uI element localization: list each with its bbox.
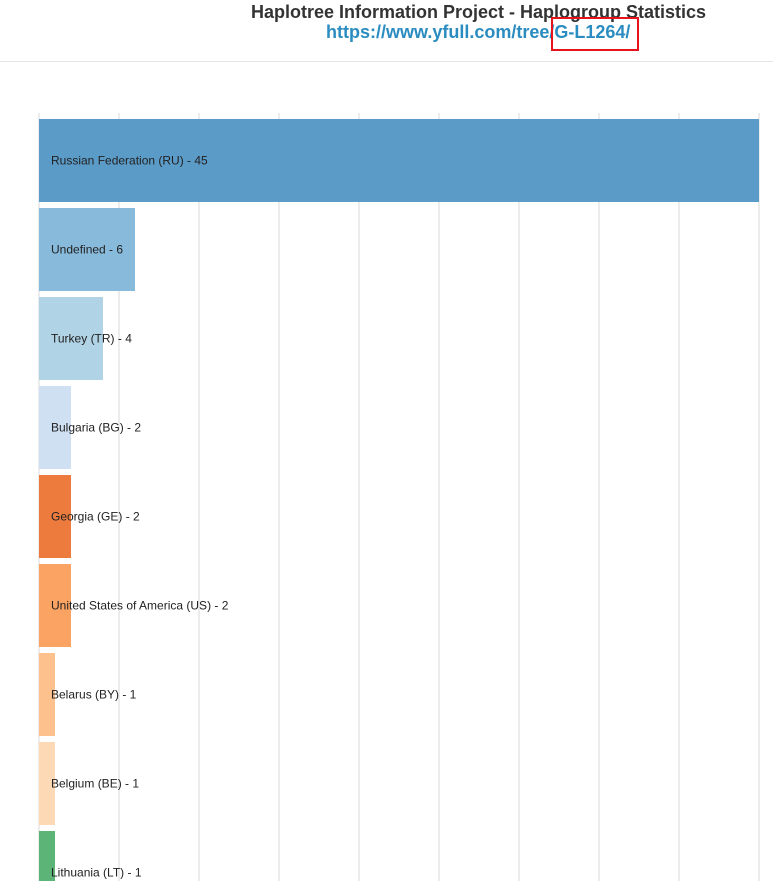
bar-label: Bulgaria (BG) - 2: [51, 421, 141, 435]
bar[interactable]: [39, 742, 55, 825]
tree-url-haplogroup[interactable]: G-L1264/: [554, 22, 631, 42]
tree-url-link[interactable]: https://www.yfull.com/tree/G-L1264/: [326, 22, 630, 43]
tree-url-prefix[interactable]: https://www.yfull.com/tree/: [326, 22, 555, 42]
bar-label: Belgium (BE) - 1: [51, 777, 139, 791]
bar[interactable]: [39, 564, 71, 647]
bar-label: Georgia (GE) - 2: [51, 510, 140, 524]
bar[interactable]: [39, 119, 759, 202]
bar-label: Russian Federation (RU) - 45: [51, 154, 208, 168]
bar-labels: Russian Federation (RU) - 45 Undefined - …: [51, 154, 229, 880]
bar-label: Undefined - 6: [51, 243, 123, 257]
chart-header: Haplotree Information Project - Haplogro…: [0, 0, 773, 62]
bar-label: Lithuania (LT) - 1: [51, 866, 142, 880]
haplogroup-highlight-box: [551, 17, 639, 51]
bar-label: Turkey (TR) - 4: [51, 332, 132, 346]
bar[interactable]: [39, 208, 135, 291]
bar[interactable]: [39, 653, 55, 736]
grid-lines: [38, 113, 760, 881]
bar-label: United States of America (US) - 2: [51, 599, 229, 613]
bars: [39, 119, 759, 881]
bar[interactable]: [39, 386, 71, 469]
bar[interactable]: [39, 475, 71, 558]
bar-label: Belarus (BY) - 1: [51, 688, 137, 702]
bar[interactable]: [39, 297, 103, 380]
bar[interactable]: [39, 831, 55, 881]
